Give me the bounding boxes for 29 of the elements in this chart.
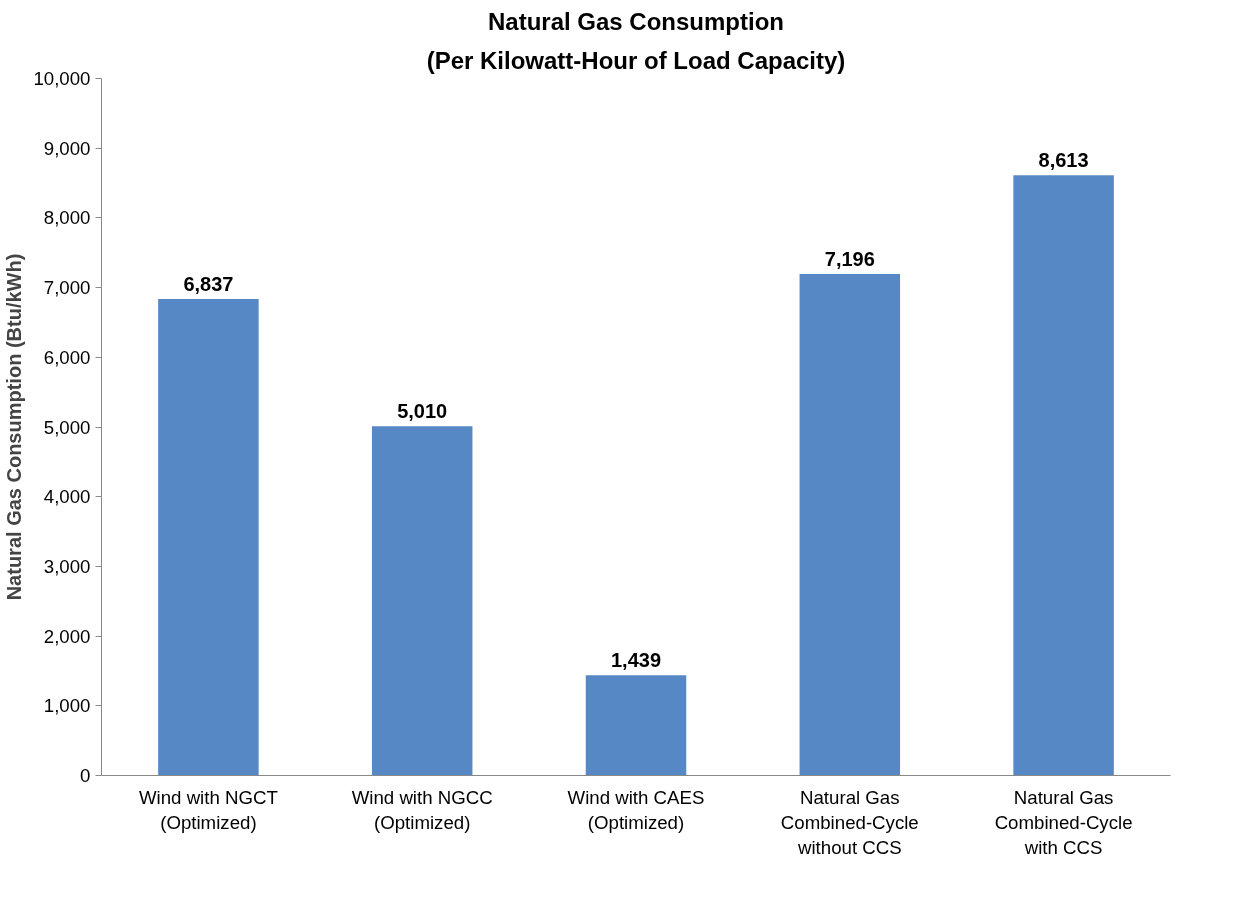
chart-subtitle: (Per Kilowatt-Hour of Load Capacity): [426, 46, 846, 74]
data-label: 6,837: [183, 272, 234, 295]
y-tick-label: 1,000: [43, 695, 91, 717]
y-tick-label: 10,000: [33, 68, 91, 89]
bar: [585, 675, 687, 776]
bar: [158, 298, 259, 776]
data-label: 5,010: [397, 400, 448, 423]
x-tick-label: Wind with NGCC (Optimized): [351, 786, 493, 833]
data-label: 7,196: [824, 247, 875, 270]
chart-title: Natural Gas Consumption: [487, 7, 785, 35]
y-tick-label: 6,000: [43, 346, 91, 368]
y-tick-label: 9,000: [43, 137, 91, 159]
y-tick-label: 8,000: [43, 207, 91, 229]
x-tick-label: Natural Gas Combined-Cycle with CCS: [994, 786, 1133, 858]
y-tick-label: 5,000: [43, 416, 91, 438]
y-tick-label: 2,000: [43, 625, 91, 647]
x-tick-label: Wind with CAES (Optimized): [567, 786, 705, 833]
y-tick-label: 4,000: [43, 486, 91, 508]
y-tick-label: 3,000: [43, 555, 91, 577]
y-tick-label: 7,000: [43, 277, 91, 299]
y-tick-label: 0: [80, 765, 91, 786]
x-tick-label: Natural Gas Combined-Cycle without CCS: [780, 786, 919, 858]
bar: [371, 426, 473, 776]
y-axis-title: Natural Gas Consumption (Btu/kWh): [3, 253, 26, 601]
bar: [1013, 175, 1114, 776]
data-label: 8,613: [1038, 149, 1089, 172]
x-tick-label: Wind with NGCT (Optimized): [138, 786, 278, 833]
data-label: 1,439: [610, 649, 662, 672]
bar: [799, 273, 901, 776]
